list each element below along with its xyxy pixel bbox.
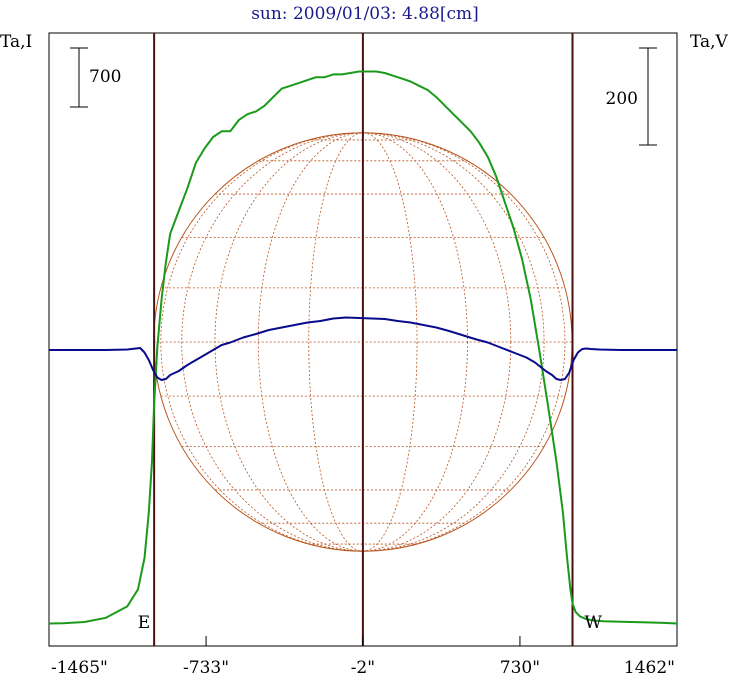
limb-lines <box>153 33 574 646</box>
x-tick-label: -2" <box>351 658 375 678</box>
x-axis-ticks: -1465" -733" -2" 730" 1462" <box>48 636 678 678</box>
x-tick-label: -733" <box>183 658 229 678</box>
x-tick-label: 730" <box>500 658 540 678</box>
scale-bar-label-V: 200 <box>606 89 638 109</box>
x-tick-label: -1465" <box>51 658 108 678</box>
series-line-V <box>49 316 677 381</box>
series-layer <box>48 70 678 625</box>
left-axis-label: Ta,I <box>0 32 32 52</box>
series-line-I <box>48 70 678 625</box>
scale-bars: 700 200 <box>70 47 657 146</box>
limb-marker-W: W <box>585 613 603 633</box>
x-tick-label: 1462" <box>624 658 675 678</box>
scale-bar-label-I: 700 <box>89 67 121 87</box>
limb-marker-E: E <box>138 613 150 633</box>
right-axis-label: Ta,V <box>690 32 729 52</box>
chart-title: sun: 2009/01/03: 4.88[cm] <box>251 4 479 24</box>
